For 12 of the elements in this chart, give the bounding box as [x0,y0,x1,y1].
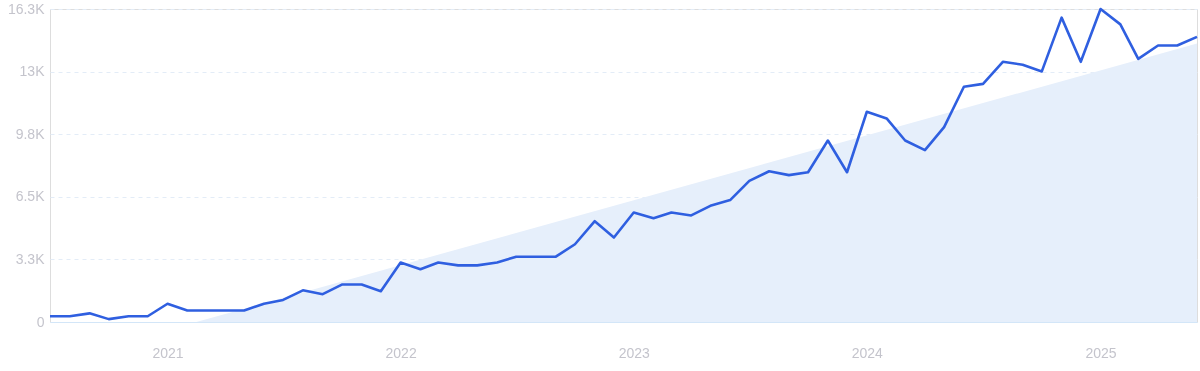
line-series [48,7,1199,321]
x-tick-label: 2021 [152,344,184,361]
y-tick-label: 3.3K [15,250,46,267]
y-tick-label: 6.5K [15,188,46,205]
y-tick-label: 13K [19,63,46,80]
x-tick-label: 2024 [851,344,884,361]
x-tick-label: 2023 [618,344,650,361]
x-tick-label: 2025 [1085,344,1117,361]
y-tick-label: 0 [36,313,45,330]
x-tick-label: 2022 [385,344,417,361]
y-tick-label: 9.8K [15,125,46,142]
y-tick-label: 16.3K [7,0,46,17]
